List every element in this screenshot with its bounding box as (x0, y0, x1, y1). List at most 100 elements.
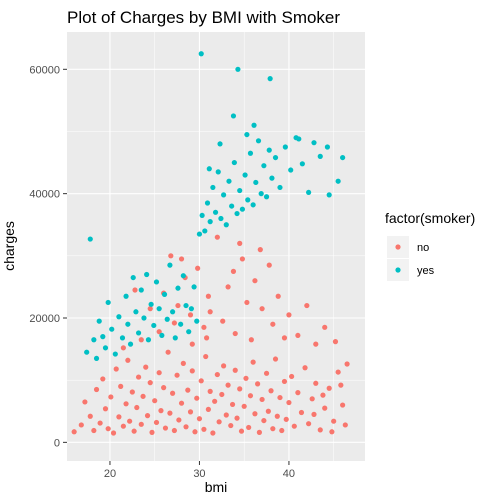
point-no-1 (78, 422, 84, 428)
point-no-139 (237, 240, 243, 246)
y-tick-label-2: 40000 (29, 189, 60, 201)
point-no-145 (204, 335, 210, 341)
point-no-23 (138, 421, 144, 427)
y-tick-label-0: 0 (54, 437, 60, 449)
point-no-104 (342, 422, 348, 428)
point-no-26 (144, 413, 151, 419)
point-no-0 (71, 429, 77, 435)
point-no-85 (277, 394, 283, 401)
point-no-16 (123, 401, 129, 407)
point-no-11 (110, 430, 117, 436)
point-no-122 (232, 330, 238, 337)
point-no-120 (220, 318, 226, 324)
point-no-90 (289, 373, 295, 380)
point-no-68 (238, 428, 245, 434)
point-yes-77 (326, 192, 332, 198)
y-tick-label-1: 20000 (29, 313, 60, 325)
point-no-37 (170, 390, 176, 396)
point-no-12 (113, 366, 119, 372)
point-no-75 (255, 381, 261, 387)
point-no-134 (304, 302, 310, 309)
point-yes-0 (84, 349, 90, 355)
point-no-101 (331, 418, 337, 424)
point-no-30 (153, 419, 160, 426)
point-yes-67 (269, 175, 275, 181)
point-yes-24 (153, 279, 160, 285)
point-no-56 (212, 398, 218, 404)
point-yes-18 (138, 287, 144, 293)
point-yes-79 (340, 154, 346, 161)
x-tick-label-2: 40 (283, 468, 295, 480)
point-no-46 (189, 368, 195, 374)
point-yes-85 (217, 141, 223, 147)
legend: factor(smoker) no yes (385, 210, 475, 281)
legend-title: factor(smoker) (385, 210, 475, 226)
point-yes-47 (215, 169, 221, 175)
point-no-58 (216, 419, 222, 425)
point-yes-23 (151, 322, 157, 329)
point-yes-56 (239, 206, 245, 212)
point-no-78 (261, 417, 267, 424)
point-no-96 (309, 396, 315, 402)
point-yes-20 (144, 271, 150, 278)
point-no-117 (201, 324, 207, 330)
point-no-4 (91, 427, 97, 434)
point-yes-1 (87, 236, 93, 242)
x-axis-ticks: 20 30 40 (104, 461, 295, 480)
point-no-113 (175, 302, 181, 309)
minor-gridlines (67, 32, 365, 461)
point-no-148 (138, 337, 144, 343)
point-yes-71 (288, 167, 294, 173)
point-yes-73 (299, 161, 305, 167)
point-no-89 (286, 399, 292, 406)
point-no-149 (120, 345, 126, 351)
point-no-128 (266, 262, 272, 268)
point-yes-74 (306, 189, 312, 196)
point-yes-60 (250, 202, 256, 208)
point-no-63 (228, 422, 234, 429)
point-no-55 (210, 430, 216, 436)
point-no-6 (97, 420, 103, 426)
point-no-81 (268, 388, 274, 394)
series-yes (84, 51, 346, 362)
chart-title: Plot of Charges by BMI with Smoker (67, 8, 340, 27)
point-yes-9 (112, 351, 118, 357)
point-no-138 (205, 293, 211, 299)
point-yes-50 (223, 222, 229, 228)
point-no-102 (335, 369, 341, 375)
y-tick-label-3: 60000 (29, 64, 60, 76)
point-no-108 (320, 392, 326, 398)
point-no-77 (259, 396, 265, 403)
point-no-127 (259, 306, 265, 312)
point-no-95 (306, 421, 312, 427)
point-no-92 (295, 390, 301, 396)
point-no-32 (158, 408, 164, 414)
point-no-64 (229, 401, 236, 408)
point-yes-17 (135, 330, 142, 336)
point-yes-28 (164, 316, 170, 322)
point-no-5 (93, 386, 100, 393)
point-no-60 (221, 363, 227, 369)
point-no-94 (302, 365, 308, 371)
point-no-146 (178, 256, 185, 262)
point-yes-34 (180, 273, 186, 279)
point-no-109 (311, 411, 317, 417)
point-no-33 (161, 385, 167, 391)
point-no-129 (270, 321, 276, 327)
point-no-91 (291, 423, 297, 429)
point-no-57 (214, 371, 220, 378)
point-no-53 (205, 406, 211, 412)
legend-entries: no yes (387, 236, 435, 281)
point-no-65 (232, 367, 238, 373)
point-yes-48 (218, 215, 224, 222)
point-yes-45 (210, 184, 216, 191)
y-axis-ticks: 0 20000 40000 60000 (29, 64, 67, 449)
point-no-7 (100, 376, 106, 382)
point-no-21 (134, 404, 140, 411)
point-no-3 (87, 413, 93, 419)
point-no-119 (214, 234, 220, 240)
point-no-19 (129, 389, 135, 395)
point-no-38 (171, 427, 177, 434)
point-yes-83 (230, 113, 237, 119)
